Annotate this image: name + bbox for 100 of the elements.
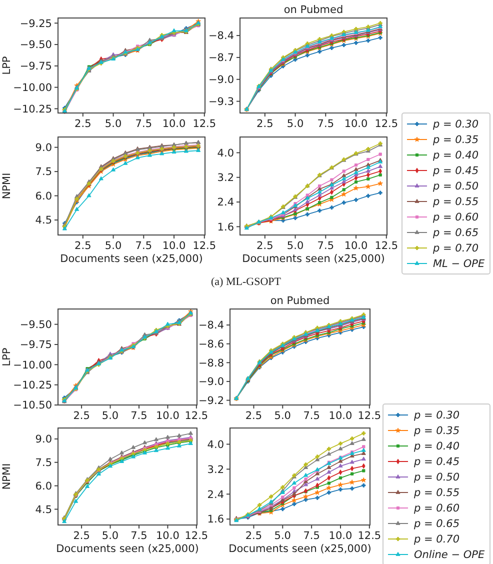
x-tick-label: 2.5 [245, 410, 262, 422]
y-axis-title: NPMI [1, 172, 13, 200]
x-tick-label: 10.0 [162, 118, 186, 130]
y-tick-label: −10.00 [13, 82, 52, 94]
x-tick-label: 12.5 [184, 530, 208, 542]
x-tick-label: 12.5 [358, 410, 382, 422]
x-tick-label: 5.0 [102, 410, 119, 422]
x-tick-label: 12.5 [184, 410, 208, 422]
legend-label: p = 0.55 [432, 196, 479, 208]
x-tick-label: 10.0 [162, 240, 186, 252]
y-tick-label: 4.0 [217, 147, 234, 160]
x-tick-label: 2.5 [74, 240, 92, 252]
legend-label: ML − OPE [433, 258, 485, 270]
y-tick-label: −9.0 [198, 376, 224, 388]
y-tick-label: −10.25 [13, 103, 52, 116]
legend-label: p = 0.60 [413, 502, 460, 515]
x-tick-label: 7.5 [135, 240, 152, 252]
legend-label: p = 0.30 [413, 410, 460, 422]
x-tick-label: 7.5 [130, 530, 148, 542]
y-tick-label: −9.50 [20, 319, 52, 332]
y-tick-label: −10.50 [13, 400, 52, 412]
legend-label: p = 0.30 [432, 118, 479, 131]
y-tick-label: 4.0 [207, 438, 224, 451]
x-tick-label: 10.0 [156, 410, 180, 422]
y-tick-label: 4.5 [35, 214, 52, 227]
y-tick-label: 3.2 [217, 172, 234, 184]
legend-label: p = 0.55 [413, 487, 460, 500]
y-tick-label: −8.7 [208, 52, 234, 64]
y-tick-label: −9.2 [198, 394, 224, 407]
x-tick-label: 2.5 [256, 240, 274, 252]
y-axis-title: LPP [1, 348, 13, 366]
x-tick-label: 12.5 [192, 240, 216, 252]
y-tick-label: 2.4 [217, 196, 234, 209]
chart-title: on Pubmed [284, 4, 344, 16]
x-tick-label: 10.0 [344, 118, 368, 130]
x-tick-label: 7.5 [135, 118, 152, 130]
legend-label: p = 0.40 [413, 440, 460, 453]
y-tick-label: −9.3 [208, 96, 234, 108]
x-tick-label: 12.5 [358, 530, 382, 542]
y-axis-title: LPP [1, 56, 13, 75]
x-tick-label: 12.5 [374, 240, 398, 252]
legend-label: p = 0.65 [432, 227, 479, 240]
legend-label: p = 0.50 [413, 472, 460, 484]
y-tick-label: −8.8 [198, 357, 224, 370]
legend-label: p = 0.50 [432, 180, 479, 193]
y-tick-label: −9.25 [20, 18, 52, 30]
legend-label: p = 0.35 [432, 134, 479, 146]
y-tick-label: 7.5 [35, 166, 52, 178]
legend-label: p = 0.65 [413, 518, 460, 530]
legend-label: p = 0.60 [432, 212, 479, 224]
x-tick-label: 5.0 [274, 410, 291, 422]
x-tick-label: 2.5 [73, 530, 90, 542]
y-tick-label: −8.6 [198, 338, 224, 350]
y-tick-label: 1.6 [217, 221, 234, 234]
x-tick-label: 7.5 [130, 410, 148, 422]
x-tick-label: 5.0 [274, 530, 291, 542]
y-tick-label: 9.0 [35, 434, 52, 446]
legend-label: p = 0.35 [413, 425, 460, 438]
x-tick-label: 5.0 [102, 530, 119, 542]
y-tick-label: −9.0 [208, 74, 234, 86]
x-tick-label: 2.5 [256, 118, 274, 130]
y-axis-title: NPMI [1, 463, 13, 490]
y-tick-label: −9.50 [20, 39, 52, 52]
legend-label: p = 0.70 [413, 534, 460, 546]
x-tick-label: 7.5 [303, 530, 320, 542]
y-tick-label: −8.4 [198, 320, 224, 332]
y-tick-label: 6.0 [35, 190, 52, 202]
x-tick-label: 2.5 [73, 410, 90, 422]
y-tick-label: 3.2 [207, 464, 224, 476]
y-tick-label: −10.00 [13, 359, 52, 372]
x-axis-title: Documents seen (x25,000) [60, 253, 203, 265]
chart-title: on Pubmed [270, 295, 330, 307]
x-tick-label: 10.0 [156, 530, 180, 542]
x-axis-title: Documents seen (x25,000) [242, 253, 385, 265]
y-tick-label: 7.5 [35, 457, 52, 470]
x-tick-label: 10.0 [344, 240, 368, 252]
legend-label: p = 0.70 [432, 242, 479, 255]
x-tick-label: 7.5 [303, 410, 320, 422]
x-tick-label: 5.0 [104, 240, 122, 252]
x-tick-label: 5.0 [104, 118, 122, 130]
x-tick-label: 2.5 [245, 530, 262, 542]
y-tick-label: 6.0 [35, 480, 52, 492]
x-tick-label: 2.5 [74, 118, 92, 130]
y-tick-label: 9.0 [35, 142, 52, 154]
y-tick-label: −9.75 [20, 339, 52, 352]
x-axis-title: Documents seen (x25,000) [56, 543, 199, 555]
x-tick-label: 12.5 [374, 118, 398, 130]
y-tick-label: 1.6 [207, 514, 224, 526]
legend-label: p = 0.45 [413, 456, 460, 468]
x-tick-label: 5.0 [286, 240, 304, 252]
y-tick-label: −10.25 [13, 380, 52, 392]
y-tick-label: 2.4 [207, 488, 224, 501]
x-tick-label: 5.0 [286, 118, 304, 130]
legend-label: p = 0.45 [432, 165, 479, 178]
x-tick-label: 7.5 [317, 118, 334, 130]
legend-label: Online − OPE [414, 549, 485, 562]
x-tick-label: 7.5 [317, 240, 334, 252]
text: (a) ML-GSOPT [211, 276, 282, 288]
legend-label: p = 0.40 [432, 150, 479, 162]
x-tick-label: 10.0 [328, 530, 352, 542]
